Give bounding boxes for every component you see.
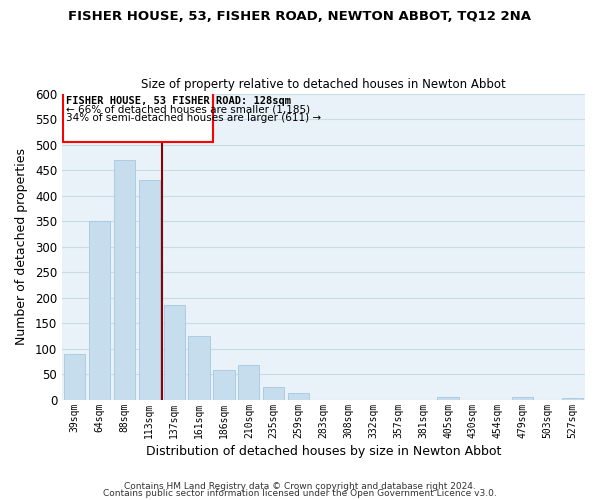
Text: 34% of semi-detached houses are larger (611) →: 34% of semi-detached houses are larger (… <box>65 113 320 123</box>
Bar <box>139 180 160 400</box>
Text: Contains HM Land Registry data © Crown copyright and database right 2024.: Contains HM Land Registry data © Crown c… <box>124 482 476 491</box>
Text: Contains public sector information licensed under the Open Government Licence v3: Contains public sector information licen… <box>103 490 497 498</box>
Text: ← 66% of detached houses are smaller (1,185): ← 66% of detached houses are smaller (1,… <box>65 105 310 115</box>
Bar <box>437 398 458 400</box>
Bar <box>288 393 309 400</box>
Bar <box>214 370 235 400</box>
Bar <box>64 354 85 400</box>
Text: FISHER HOUSE, 53 FISHER ROAD: 128sqm: FISHER HOUSE, 53 FISHER ROAD: 128sqm <box>65 96 290 106</box>
Bar <box>238 365 259 400</box>
Title: Size of property relative to detached houses in Newton Abbot: Size of property relative to detached ho… <box>141 78 506 91</box>
Bar <box>562 398 583 400</box>
Bar <box>263 387 284 400</box>
Bar <box>164 305 185 400</box>
Bar <box>89 221 110 400</box>
FancyBboxPatch shape <box>62 91 213 142</box>
Bar <box>188 336 209 400</box>
Text: FISHER HOUSE, 53, FISHER ROAD, NEWTON ABBOT, TQ12 2NA: FISHER HOUSE, 53, FISHER ROAD, NEWTON AB… <box>68 10 532 23</box>
Bar <box>512 397 533 400</box>
Bar <box>114 160 135 400</box>
Y-axis label: Number of detached properties: Number of detached properties <box>15 148 28 345</box>
X-axis label: Distribution of detached houses by size in Newton Abbot: Distribution of detached houses by size … <box>146 444 501 458</box>
